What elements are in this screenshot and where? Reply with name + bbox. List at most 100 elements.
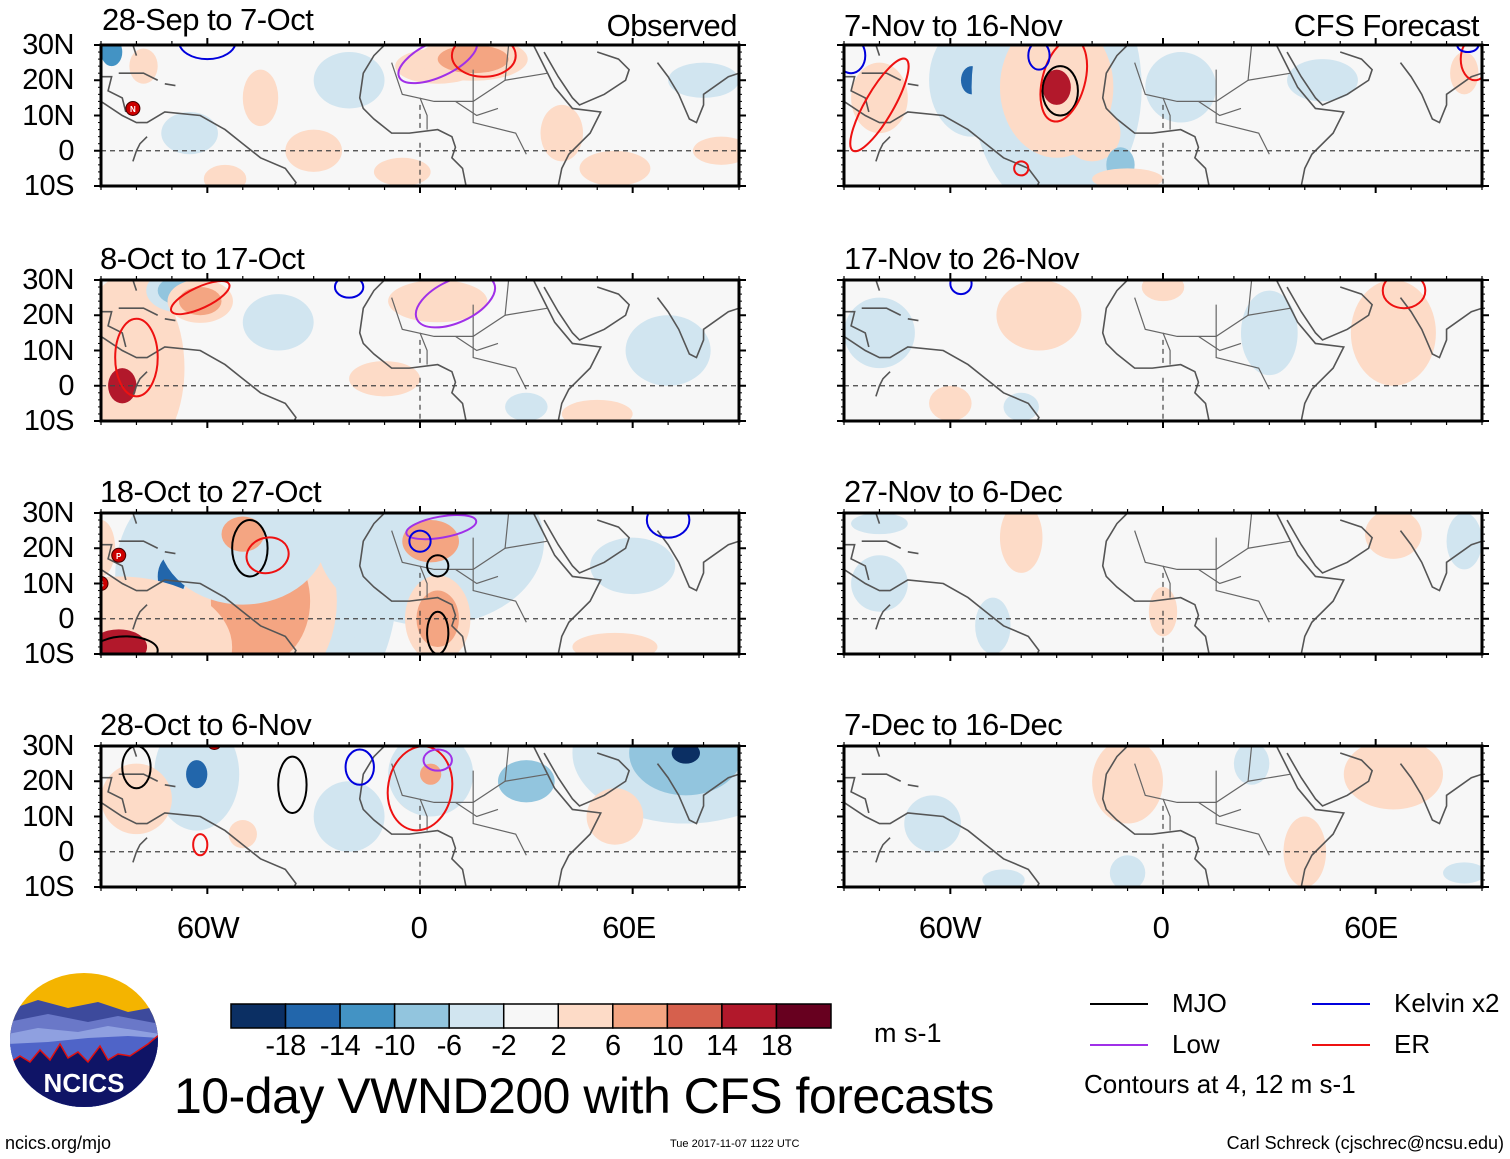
legend-label: ER — [1394, 1029, 1431, 1059]
panel-title-5: 7-Nov to 16-Nov — [844, 8, 1063, 43]
ytick-label: 0 — [58, 369, 74, 402]
contour-kelvin-x2 — [645, 513, 691, 539]
anomaly-patch — [996, 280, 1082, 351]
site-link[interactable]: ncics.org/mjo — [5, 1133, 112, 1153]
panel-title-7: 27-Nov to 6-Dec — [844, 474, 1063, 509]
anomaly-patch — [929, 385, 972, 421]
storm-marker: N — [125, 100, 141, 116]
ytick-label: 10N — [22, 99, 74, 132]
ytick-label: 0 — [58, 602, 74, 635]
contour-er — [450, 45, 517, 78]
anomaly-patch — [228, 820, 257, 849]
colorbar-tick-label: 10 — [651, 1030, 684, 1062]
coastlines — [844, 280, 1482, 421]
anomaly-patch — [242, 69, 279, 127]
ytick-label: 20N — [22, 64, 74, 97]
anomaly-patch — [668, 62, 739, 98]
anomaly-patch — [505, 392, 548, 421]
country-borders — [391, 280, 548, 390]
contour-er — [1459, 45, 1482, 82]
contour-mjo — [121, 746, 152, 790]
anomaly-patch — [178, 287, 222, 316]
ncics-logo: NCICS — [10, 973, 158, 1107]
anomaly-patch — [242, 294, 314, 351]
storm-marker: S — [101, 576, 109, 591]
anomaly-patch — [1233, 746, 1270, 785]
xtick-60w-right: 60W — [918, 910, 982, 945]
contour-er — [849, 57, 910, 153]
anomaly-patch — [1145, 52, 1217, 123]
ytick-label: 0 — [58, 134, 74, 167]
anomaly-patch — [186, 760, 208, 789]
anomaly-patch — [285, 129, 343, 172]
colorbar-bin — [448, 1003, 505, 1029]
colorbar-tick-label: -2 — [491, 1030, 517, 1062]
anomaly-patch — [101, 629, 148, 654]
contour-kelvin-x2 — [178, 45, 237, 61]
anomaly-patch — [349, 361, 420, 397]
ytick-label: 20N — [22, 765, 74, 798]
contour-low — [397, 45, 478, 85]
contour-kelvin-x2 — [408, 529, 432, 553]
anomaly-patch — [590, 537, 676, 595]
ytick-label: 10S — [23, 405, 75, 437]
ytick-label: 10N — [22, 334, 74, 367]
colorbar-tick-label: 2 — [550, 1030, 567, 1062]
cfs-forecast-label: CFS Forecast — [1293, 8, 1480, 43]
legend-label: Kelvin x2 — [1394, 988, 1500, 1018]
anomaly-patch — [437, 45, 509, 74]
anomaly-patch — [982, 869, 1025, 887]
anomaly-patch — [625, 315, 711, 386]
contour-er — [245, 536, 290, 575]
xtick-60e-left: 60E — [602, 910, 656, 945]
observed-label: Observed — [606, 8, 738, 43]
contour-low — [422, 748, 453, 772]
xtick-60w-left: 60W — [176, 910, 240, 945]
contour-er — [1013, 160, 1030, 177]
contour-er — [192, 833, 209, 857]
map-panel-p6 — [837, 273, 1489, 428]
colorbar-bin — [557, 1003, 614, 1029]
author-credit: Carl Schreck (cjschrec@ncsu.edu) — [1226, 1133, 1504, 1153]
ytick-label: 20N — [22, 532, 74, 565]
xtick-60e-right: 60E — [1344, 910, 1398, 945]
figure-title: 10-day VWND200 with CFS forecasts — [174, 1068, 994, 1124]
legend-swatch-kelvin-x2 — [1312, 1003, 1370, 1005]
anomaly-patch — [1446, 513, 1482, 570]
country-borders — [1134, 746, 1291, 856]
anomaly-patch — [101, 763, 172, 835]
coastlines — [101, 280, 739, 421]
anomaly-patch — [586, 788, 644, 845]
anomaly-patch — [373, 157, 431, 186]
contour-kelvin-x2 — [333, 280, 365, 299]
ytick-label: 20N — [22, 299, 74, 332]
anomaly-patch — [313, 52, 385, 109]
contour-mjo — [101, 635, 159, 654]
anomaly-patch-ring — [317, 513, 545, 626]
panel-title-2: 8-Oct to 17-Oct — [100, 241, 305, 276]
anomaly-patch — [1042, 69, 1071, 105]
coastlines — [101, 513, 739, 654]
country-borders — [391, 513, 548, 623]
ytick-label: 30N — [22, 29, 74, 61]
legend-swatch-mjo — [1090, 1003, 1148, 1005]
contour-kelvin-x2 — [844, 45, 867, 75]
map-panel-p7 — [837, 506, 1489, 661]
colorbar-tick-label: 18 — [760, 1030, 793, 1062]
anomaly-patch — [1382, 746, 1405, 764]
ytick-label: 10N — [22, 800, 74, 833]
anomaly-patch — [1092, 746, 1163, 824]
contour-mjo — [1041, 65, 1079, 117]
anomaly-patch — [975, 597, 1011, 654]
map-panels: NPS18 — [94, 38, 1489, 894]
legend-swatch-low — [1090, 1044, 1148, 1046]
xtick-0-left: 0 — [410, 910, 428, 945]
colorbar — [230, 1003, 832, 1029]
colorbar-tick-label: -6 — [436, 1030, 462, 1062]
storm-label: N — [130, 105, 136, 114]
legend-label: Low — [1172, 1029, 1220, 1059]
logo-text: NCICS — [44, 1068, 125, 1098]
anomaly-patch — [1063, 104, 1121, 162]
anomaly-patch — [851, 555, 908, 612]
panel-title-4: 28-Oct to 6-Nov — [100, 707, 312, 742]
